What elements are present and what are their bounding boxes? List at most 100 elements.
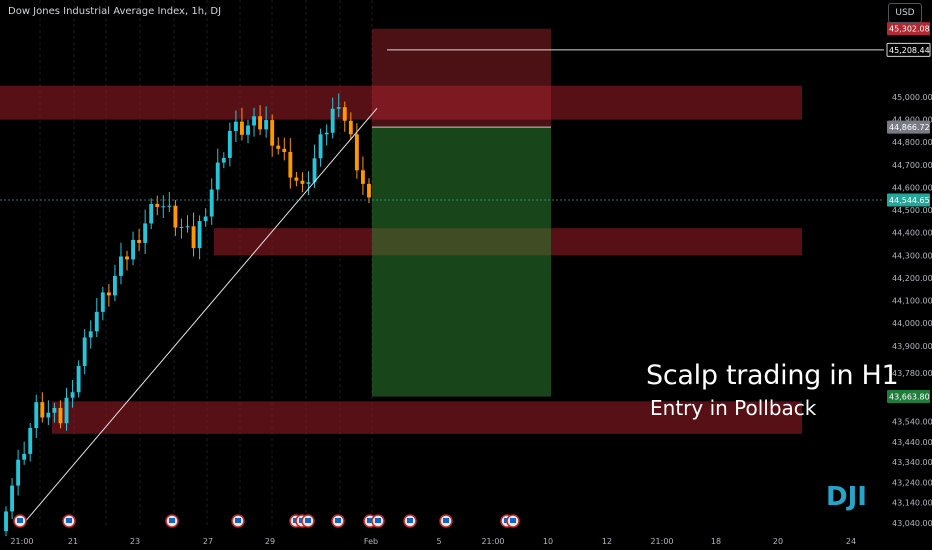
candle-up <box>94 311 99 332</box>
candle-up <box>306 182 311 184</box>
price-tick-label: 44,900.00 <box>892 116 932 125</box>
headline-annotation: Scalp trading in H1 <box>646 360 899 391</box>
price-tick-label: 44,500.00 <box>892 206 932 215</box>
take-profit-area <box>372 127 551 397</box>
symbol-watermark: DJI <box>826 482 867 512</box>
subline-annotation: Entry in Pollback <box>650 396 817 420</box>
flag-icon <box>301 514 315 528</box>
flag-icon-field <box>510 518 516 523</box>
price-axis[interactable]: 45,000.00 44,900.00 44,800.00 44,700.00 44,6… <box>886 22 932 528</box>
candle-up <box>34 402 39 429</box>
price-tick-label: 43,440.00 <box>892 438 932 447</box>
time-tick-label: 12 <box>602 537 612 546</box>
price-label-box <box>887 22 930 36</box>
chart-title: Dow Jones Industrial Average Index, 1h, … <box>8 6 222 17</box>
candle-up <box>312 158 317 183</box>
flag-icon-field <box>235 518 241 523</box>
price-tick-label: 45,000.00 <box>892 93 932 102</box>
candle-up <box>336 107 341 109</box>
price-label-text: 44,544.65 <box>889 196 930 205</box>
flag-icon <box>331 514 345 528</box>
price-label-box <box>887 193 930 207</box>
price-label-text: 44,866.72 <box>889 123 930 132</box>
candle-up <box>209 189 214 217</box>
candle-down <box>367 183 371 198</box>
candle-up <box>221 157 226 163</box>
flag-icon-field <box>66 518 72 523</box>
candle-up <box>203 216 208 222</box>
candle-down <box>240 121 244 135</box>
price-tick-label: 43,340.00 <box>892 458 932 467</box>
flag-icon <box>231 514 245 528</box>
flag-icon-field <box>443 518 449 523</box>
candle-up <box>330 108 335 133</box>
time-tick-label: 20 <box>773 537 783 546</box>
flag-icon-field <box>17 518 23 523</box>
drawing-lines <box>0 49 884 524</box>
price-label-text: 43,663.80 <box>889 393 930 402</box>
candle-down <box>191 226 196 249</box>
time-tick-label: 18 <box>711 537 721 546</box>
candle-down <box>137 239 142 243</box>
candle-down <box>300 180 305 184</box>
flag-icon-field <box>169 518 175 523</box>
flag-icon-field <box>367 518 373 523</box>
candle-up <box>318 134 323 159</box>
candle-down <box>288 151 293 178</box>
flag-icon <box>13 514 27 528</box>
time-tick-label: 21:00 <box>10 537 33 546</box>
candle-up <box>76 365 81 393</box>
flag-icon <box>62 514 76 528</box>
currency-button[interactable]: USD <box>888 3 922 23</box>
candle-up <box>179 226 184 228</box>
candle-down <box>348 120 353 135</box>
events-row <box>13 514 520 528</box>
candle-down <box>354 134 359 171</box>
price-tick-label: 44,300.00 <box>892 251 932 260</box>
price-tick-label: 43,140.00 <box>892 499 932 508</box>
candle-up <box>100 292 105 312</box>
price-tick-label: 44,800.00 <box>892 138 932 147</box>
candle-down <box>294 177 299 181</box>
candle-up <box>252 116 256 126</box>
flag-icon <box>439 514 453 528</box>
flag-icon-field <box>335 518 341 523</box>
time-tick-label: 27 <box>203 537 213 546</box>
candle-up <box>119 256 123 276</box>
candle-up <box>112 275 117 296</box>
candle-up <box>16 459 21 486</box>
candle-up <box>52 407 57 413</box>
candle-down <box>58 407 63 424</box>
candle-up <box>324 132 329 135</box>
time-tick-label: 21:00 <box>481 537 504 546</box>
time-tick-label: 10 <box>543 537 553 546</box>
candle-down <box>173 205 178 228</box>
candle-up <box>233 121 238 131</box>
candle-up <box>143 223 148 243</box>
candle-up <box>185 226 190 228</box>
candle-up <box>149 203 154 224</box>
flag-icon-field <box>305 518 311 523</box>
stop-loss-area <box>372 28 551 128</box>
price-tick-label: 44,600.00 <box>892 183 932 192</box>
candle-up <box>197 221 202 249</box>
price-tick-label: 43,240.00 <box>892 478 932 487</box>
short-position-tool[interactable] <box>372 28 551 397</box>
candle-up <box>28 428 33 454</box>
candle-up <box>167 205 172 207</box>
time-tick-label: 29 <box>265 537 275 546</box>
candle-up <box>131 239 135 260</box>
candle-up <box>215 162 220 190</box>
candle-up <box>22 453 27 460</box>
candle-up <box>264 120 269 130</box>
supply-zone <box>0 85 802 120</box>
candle-down <box>40 402 45 418</box>
price-label-box <box>887 390 930 404</box>
time-tick-label: 24 <box>846 537 856 546</box>
time-axis[interactable]: 21:00 21 23 27 29 Feb 5 21:00 10 12 21:00 18 20 24 <box>10 537 856 546</box>
time-tick-label: 23 <box>130 537 140 546</box>
flag-icon <box>371 514 385 528</box>
time-tick-label: 5 <box>436 537 441 546</box>
price-label-text: 45,302.08 <box>889 25 930 34</box>
